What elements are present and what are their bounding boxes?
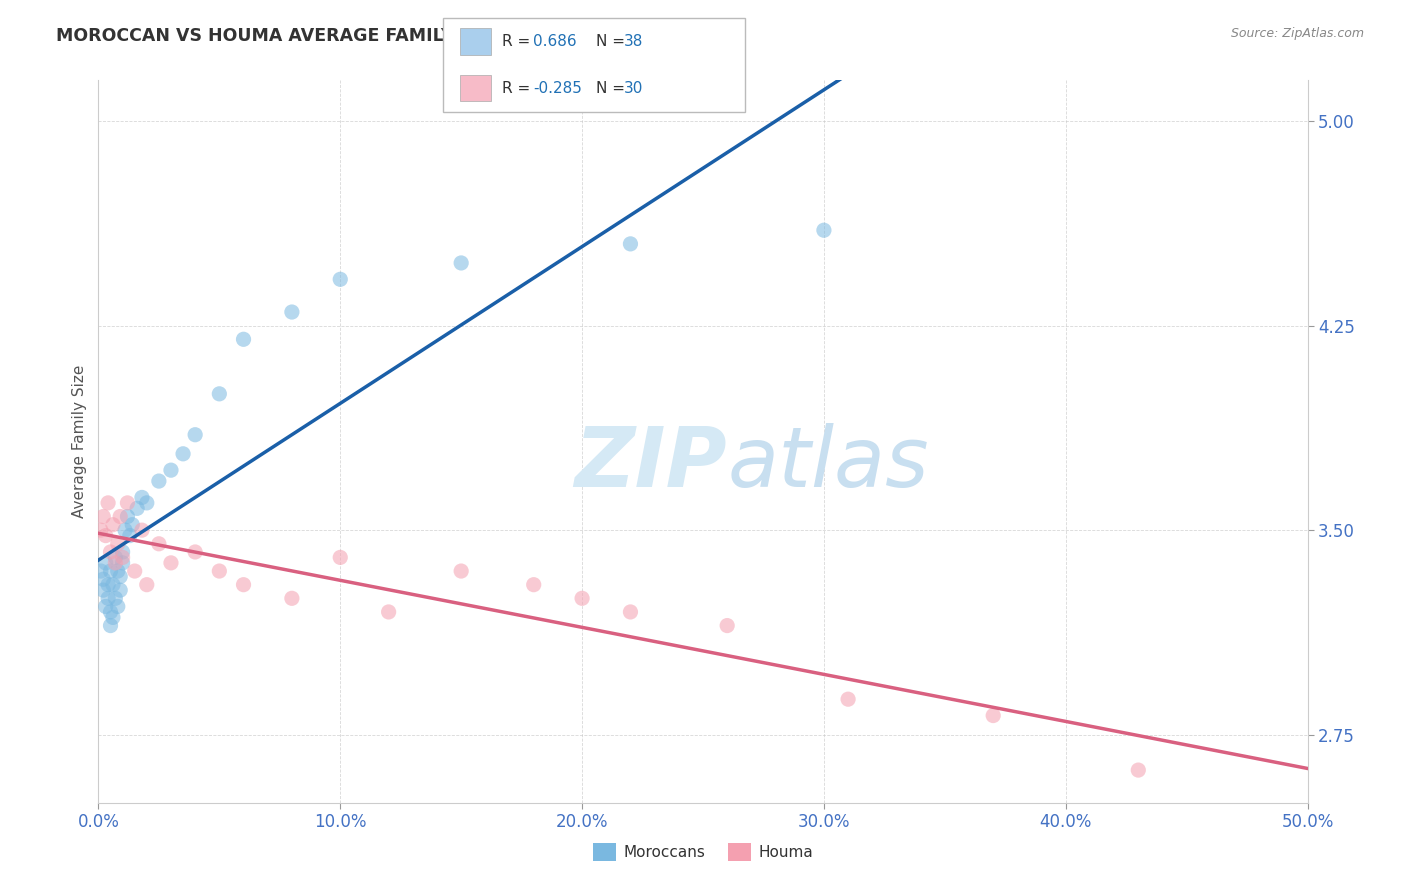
- Point: [281, 305, 304, 319]
- Point: [97, 577, 120, 591]
- Point: [104, 556, 127, 570]
- Point: [117, 509, 139, 524]
- Y-axis label: Average Family Size: Average Family Size: [72, 365, 87, 518]
- Point: [100, 618, 122, 632]
- Point: [329, 272, 352, 286]
- Text: R =: R =: [502, 80, 530, 95]
- Point: [450, 256, 472, 270]
- Text: Source: ZipAtlas.com: Source: ZipAtlas.com: [1230, 27, 1364, 40]
- Text: R =: R =: [502, 34, 530, 49]
- Text: MOROCCAN VS HOUMA AVERAGE FAMILY SIZE CORRELATION CHART: MOROCCAN VS HOUMA AVERAGE FAMILY SIZE CO…: [56, 27, 718, 45]
- Point: [813, 223, 835, 237]
- Point: [101, 610, 124, 624]
- Point: [108, 583, 131, 598]
- Point: [208, 387, 231, 401]
- Point: [101, 517, 124, 532]
- Point: [118, 528, 141, 542]
- Point: [104, 591, 127, 606]
- Point: [377, 605, 399, 619]
- Point: [100, 564, 122, 578]
- Point: [94, 556, 117, 570]
- Text: 30: 30: [624, 80, 644, 95]
- Point: [148, 474, 170, 488]
- Point: [101, 577, 124, 591]
- Point: [523, 577, 546, 591]
- Point: [100, 605, 122, 619]
- Point: [111, 545, 134, 559]
- Point: [117, 496, 139, 510]
- Text: ZIP: ZIP: [575, 423, 727, 504]
- Point: [450, 564, 472, 578]
- Point: [131, 491, 153, 505]
- Point: [184, 427, 207, 442]
- Point: [127, 501, 149, 516]
- Legend: Moroccans, Houma: Moroccans, Houma: [586, 837, 820, 867]
- Point: [619, 236, 641, 251]
- Point: [91, 583, 114, 598]
- Point: [104, 550, 127, 565]
- Point: [94, 599, 117, 614]
- Point: [97, 591, 120, 606]
- Text: 38: 38: [624, 34, 644, 49]
- Point: [716, 618, 738, 632]
- Point: [107, 537, 129, 551]
- Point: [837, 692, 859, 706]
- Point: [160, 556, 183, 570]
- Text: 0.686: 0.686: [533, 34, 576, 49]
- Point: [232, 332, 254, 346]
- Point: [108, 569, 131, 583]
- Point: [121, 517, 143, 532]
- Point: [232, 577, 254, 591]
- Point: [135, 496, 157, 510]
- Point: [108, 509, 131, 524]
- Point: [329, 550, 352, 565]
- Point: [124, 564, 146, 578]
- Point: [91, 572, 114, 586]
- Point: [160, 463, 183, 477]
- Point: [172, 447, 194, 461]
- Text: N =: N =: [596, 80, 626, 95]
- Point: [90, 564, 112, 578]
- Text: -0.285: -0.285: [533, 80, 582, 95]
- Point: [107, 564, 129, 578]
- Point: [91, 509, 114, 524]
- Point: [619, 605, 641, 619]
- Point: [90, 523, 112, 537]
- Point: [1128, 763, 1150, 777]
- Text: atlas: atlas: [727, 423, 929, 504]
- Point: [107, 599, 129, 614]
- Point: [131, 523, 153, 537]
- Point: [184, 545, 207, 559]
- Point: [100, 545, 122, 559]
- Point: [135, 577, 157, 591]
- Point: [281, 591, 304, 606]
- Text: N =: N =: [596, 34, 626, 49]
- Point: [97, 496, 120, 510]
- Point: [148, 537, 170, 551]
- Point: [111, 556, 134, 570]
- Point: [111, 550, 134, 565]
- Point: [981, 708, 1004, 723]
- Point: [114, 523, 136, 537]
- Point: [208, 564, 231, 578]
- Point: [94, 528, 117, 542]
- Point: [571, 591, 593, 606]
